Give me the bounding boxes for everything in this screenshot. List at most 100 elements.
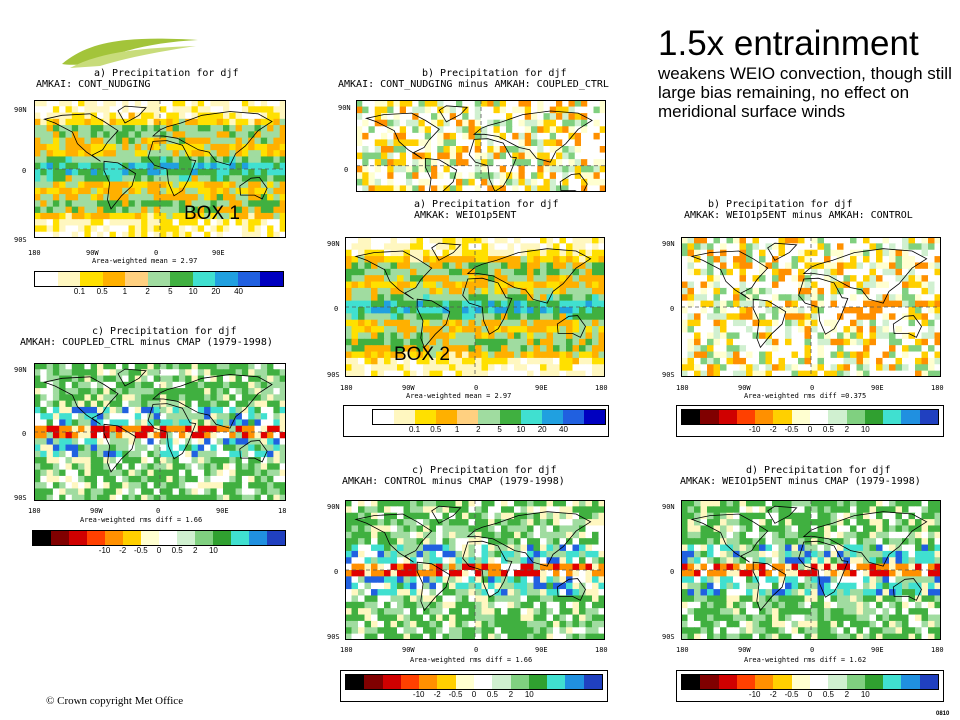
map-cell [364,294,372,302]
colorbar-tick-label: 0.1 [408,425,421,434]
map-cell [34,488,41,496]
map-cell [468,126,476,134]
map-cell [260,181,268,189]
map-cell [863,287,871,295]
map-cell [468,185,476,192]
map-cell [531,146,538,154]
map-cell [273,100,281,107]
map-cell [397,313,405,321]
map-cell [78,131,85,139]
map-cell [210,463,218,471]
map-cell [592,300,600,308]
map-cell [410,256,418,264]
map-cell [488,531,496,539]
lat-label-eq: 0 [22,430,27,438]
map-cell [546,582,554,590]
map-cell [34,494,41,501]
map-cell [585,608,593,616]
map-cell [598,262,605,270]
map-cell [934,300,941,308]
continent-outline [239,176,268,200]
map-cell [34,156,41,164]
map-cell [166,175,174,183]
map-cell [455,268,463,276]
map-cell [97,112,104,120]
map-cell [694,237,702,244]
map-cell [254,212,262,220]
map-cell [481,268,489,276]
map-cell [546,319,554,327]
map-cell [537,152,545,160]
map-cell [410,281,418,289]
map-cell [109,125,117,132]
map-cell [475,589,483,597]
map-cell [908,338,916,346]
map-cell [235,162,243,170]
map-cell [103,225,111,233]
map-cell [345,345,353,353]
map-cell [185,118,193,126]
map-cell [223,100,230,107]
map-cell [889,294,897,302]
map-cell [455,570,463,577]
map-cell [499,178,507,187]
continent-outline [466,248,592,304]
map-cell [410,544,418,552]
map-cell [362,100,370,108]
map-cell [115,100,123,107]
map-cell [351,294,359,302]
map-cell [416,268,424,276]
map-cell [377,364,385,372]
map-cell [223,413,230,421]
map-cell [229,200,237,208]
map-cell [455,582,463,590]
map-cell [720,249,728,257]
map-cell [507,256,515,264]
map-cell [279,100,286,107]
map-cell [418,172,426,180]
map-cell [191,400,199,408]
map-cell [153,100,161,107]
map-cell [481,237,489,244]
continent-outline [431,242,462,261]
map-cell [390,570,398,577]
map-cell [172,194,180,201]
map-cell [759,345,767,353]
map-cell [52,438,60,446]
map-cell [579,595,587,603]
map-cell [830,326,838,334]
map-cell [178,475,186,483]
map-cell [843,294,851,302]
map-cell [856,294,864,302]
map-cell [889,326,897,334]
map-cell [785,332,793,340]
map-cell [147,112,155,120]
map-cell [59,212,67,220]
map-cell [384,563,392,571]
map-cell [726,319,734,327]
map-cell [160,419,167,427]
map-cell [895,332,903,340]
map-cell [345,506,353,514]
map-cell [592,608,600,616]
map-cell [537,132,545,141]
map-cell [566,519,574,527]
map-cell [410,614,418,622]
colorbar-swatch [541,410,563,424]
map-cell [707,249,715,257]
map-cell [562,126,570,134]
continent-outline [752,298,787,349]
map-cell [384,570,392,577]
map-cell [52,457,60,464]
map-cell [533,243,541,251]
map-cell [700,307,708,314]
map-cell [824,275,832,283]
map-cell [436,500,444,507]
map-cell [527,563,535,571]
map-cell [527,608,535,616]
lat-label-90s: 90S [327,371,340,379]
map-cell [345,544,353,552]
map-cell [546,370,554,377]
map-cell [279,162,286,170]
colorbar-swatch [105,531,123,545]
